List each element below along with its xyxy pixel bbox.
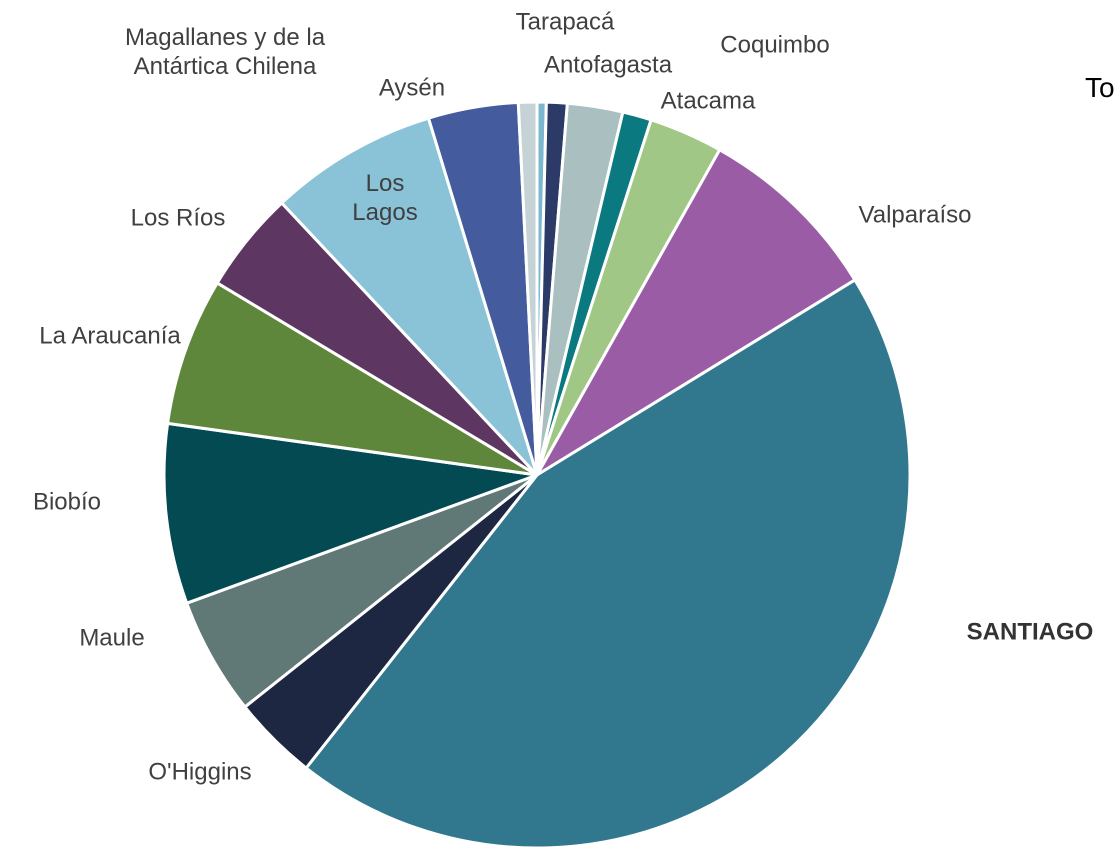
chart-title: To: [1085, 72, 1115, 103]
slice-label: Valparaíso: [858, 201, 972, 229]
slice-label: SANTIAGO: [966, 618, 1094, 646]
pie-slice: [516, 100, 539, 477]
pie-slice: [166, 281, 539, 477]
slice-label: Maule: [79, 624, 145, 652]
pie-slice: [280, 116, 539, 477]
slice-label: Atacama: [660, 87, 756, 115]
slice-label: Los Ríos: [130, 204, 226, 232]
slice-label: Magallanes y de la Antártica Chilena: [124, 24, 326, 80]
slice-label: Tarapacá: [515, 8, 615, 36]
slice-label: Biobío: [32, 488, 102, 516]
pie-slice: [535, 148, 857, 477]
slice-label: Aysén: [378, 74, 446, 102]
pie-slice: [304, 278, 912, 850]
slice-label: Los Lagos: [352, 170, 418, 226]
slice-label: La Araucanía: [39, 322, 181, 350]
slice-label: Antofagasta: [543, 51, 673, 79]
slice-label: Coquimbo: [720, 31, 830, 59]
pie-slice: [162, 421, 539, 605]
slice-label: O'Higgins: [148, 758, 252, 786]
